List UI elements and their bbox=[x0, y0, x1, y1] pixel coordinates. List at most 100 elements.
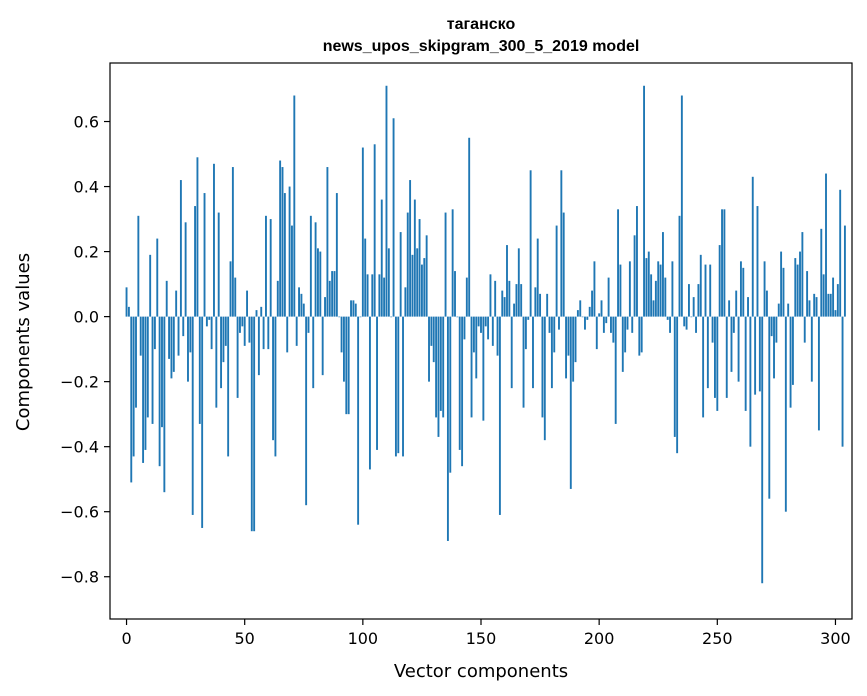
bar bbox=[425, 235, 428, 317]
bar bbox=[279, 160, 282, 317]
bar bbox=[832, 277, 835, 317]
bar bbox=[402, 316, 404, 457]
bar bbox=[721, 209, 723, 317]
bar bbox=[222, 316, 225, 363]
bar bbox=[546, 293, 549, 317]
bar bbox=[231, 167, 234, 317]
bar bbox=[588, 306, 591, 317]
bar bbox=[517, 248, 520, 317]
bar bbox=[699, 254, 702, 317]
bar bbox=[239, 316, 241, 333]
bar bbox=[364, 238, 367, 317]
bar bbox=[255, 310, 258, 317]
bar bbox=[539, 293, 542, 317]
bar bbox=[550, 316, 553, 389]
bar bbox=[770, 316, 773, 337]
y-tick-label: 0.6 bbox=[74, 113, 99, 132]
bar bbox=[659, 264, 662, 317]
bar bbox=[288, 186, 291, 317]
bar bbox=[307, 316, 310, 333]
bar bbox=[631, 316, 634, 333]
bar bbox=[697, 284, 700, 317]
bar bbox=[765, 290, 768, 317]
bar bbox=[768, 316, 771, 499]
bar bbox=[220, 316, 223, 389]
bar bbox=[163, 316, 166, 493]
bar bbox=[189, 316, 192, 353]
bar bbox=[172, 316, 175, 372]
bar bbox=[361, 147, 364, 317]
bar bbox=[652, 300, 655, 317]
bar bbox=[664, 277, 667, 317]
y-tick-label: −0.4 bbox=[60, 438, 99, 457]
bar bbox=[619, 264, 622, 317]
bar bbox=[397, 316, 400, 454]
bar bbox=[581, 316, 584, 318]
bar bbox=[482, 316, 485, 421]
bar bbox=[491, 316, 494, 346]
bar bbox=[250, 316, 253, 532]
bar bbox=[638, 316, 641, 356]
bar bbox=[640, 316, 643, 353]
bar bbox=[399, 232, 402, 317]
bar bbox=[628, 261, 631, 317]
bar bbox=[302, 303, 305, 317]
bar bbox=[286, 316, 289, 353]
bar bbox=[229, 261, 232, 317]
bar bbox=[465, 277, 468, 317]
bar bbox=[340, 316, 343, 353]
bar bbox=[813, 293, 816, 317]
bar bbox=[144, 316, 147, 450]
plot-frame bbox=[109, 62, 853, 620]
bar bbox=[562, 212, 565, 317]
bar bbox=[156, 238, 159, 317]
bar bbox=[600, 300, 603, 317]
bar bbox=[305, 316, 308, 506]
bar bbox=[257, 316, 260, 376]
bar bbox=[213, 163, 215, 317]
bar bbox=[702, 316, 705, 418]
bar bbox=[704, 264, 707, 317]
bar bbox=[187, 316, 189, 382]
bar bbox=[137, 215, 140, 317]
bar bbox=[799, 251, 801, 317]
bar bbox=[749, 316, 752, 447]
bar bbox=[574, 316, 577, 363]
bar bbox=[683, 316, 686, 327]
bar bbox=[338, 316, 341, 318]
bar bbox=[548, 316, 551, 333]
bar bbox=[446, 316, 449, 541]
bar bbox=[529, 170, 532, 317]
bar bbox=[449, 316, 452, 473]
bar bbox=[390, 316, 393, 318]
bar bbox=[184, 222, 187, 317]
bar bbox=[312, 316, 315, 389]
bar bbox=[368, 316, 371, 470]
bar bbox=[553, 316, 556, 353]
bar bbox=[480, 316, 482, 333]
bar bbox=[742, 267, 745, 317]
bar bbox=[735, 290, 738, 317]
bar bbox=[281, 167, 284, 317]
bar bbox=[645, 258, 648, 317]
bar bbox=[413, 199, 416, 317]
y-tick-label: −0.6 bbox=[60, 503, 99, 522]
bar bbox=[153, 316, 156, 350]
bar bbox=[626, 316, 629, 330]
bar bbox=[711, 316, 714, 343]
bar bbox=[763, 261, 766, 317]
bar bbox=[439, 316, 442, 411]
bar bbox=[234, 277, 237, 317]
bar-series bbox=[125, 85, 846, 584]
bar bbox=[612, 316, 615, 343]
bar bbox=[208, 316, 211, 320]
y-tick-label: 0.4 bbox=[74, 178, 99, 197]
bar bbox=[747, 297, 749, 317]
bar bbox=[328, 280, 331, 317]
bar bbox=[593, 261, 596, 317]
bar bbox=[411, 254, 414, 317]
bar bbox=[378, 274, 381, 317]
bar bbox=[688, 284, 690, 317]
bar bbox=[130, 316, 133, 483]
bar bbox=[654, 280, 657, 317]
